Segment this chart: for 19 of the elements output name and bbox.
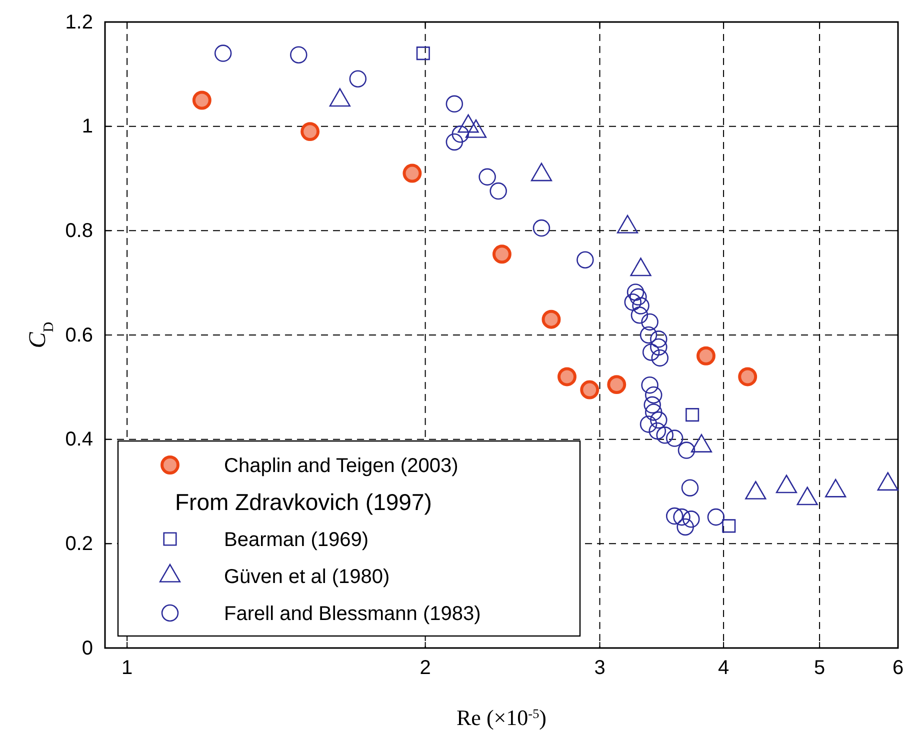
x-tick-label: 1 (122, 657, 133, 680)
x-tick-label: 4 (718, 657, 730, 680)
legend-label: Farell and Blessmann (1983) (224, 603, 481, 625)
y-tick-label: 1 (82, 116, 93, 138)
legend-label: Chaplin and Teigen (2003) (224, 455, 458, 477)
y-tick-label: 0.2 (65, 533, 93, 556)
x-tick-label: 5 (814, 657, 826, 680)
y-tick-label: 0.4 (65, 428, 93, 451)
x-tick-label: 3 (594, 657, 606, 680)
y-tick-label: 0.8 (65, 220, 93, 242)
y-tick-label: 0.6 (65, 324, 93, 346)
y-tick-label: 1.2 (65, 11, 93, 34)
y-tick-label: 0 (82, 637, 93, 660)
x-axis-title: Re (×10$^{-5}$) (456, 705, 546, 730)
annotation: From Zdravkovich (1997) (175, 489, 432, 515)
legend-label: Güven et al (1980) (224, 566, 390, 588)
legend-label: Bearman (1969) (224, 529, 369, 551)
x-tick-label: 2 (420, 657, 431, 680)
x-tick-label: 6 (892, 657, 904, 680)
